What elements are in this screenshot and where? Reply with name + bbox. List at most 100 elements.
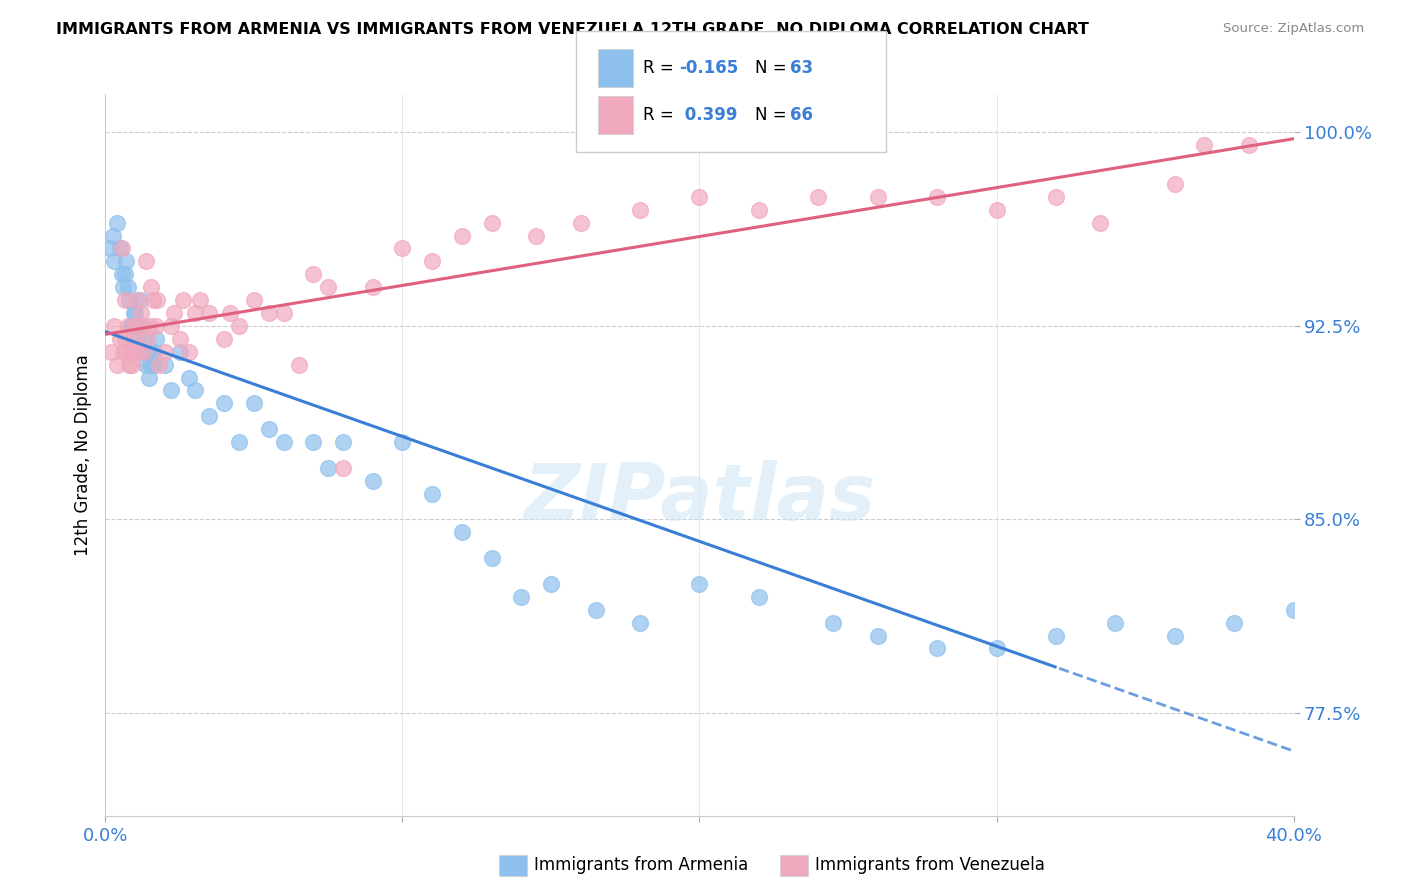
Point: [117, 318, 139, 333]
Point: [361, 474, 384, 488]
Point: [302, 268, 325, 282]
Point: [122, 306, 145, 320]
Text: R =: R =: [643, 59, 679, 77]
Point: [243, 396, 266, 410]
Point: [243, 293, 266, 307]
Point: [141, 344, 163, 359]
Point: [139, 358, 162, 372]
Point: [986, 641, 1008, 656]
Y-axis label: 12th Grade, No Diploma: 12th Grade, No Diploma: [73, 354, 91, 556]
Point: [129, 318, 152, 333]
Text: Source: ZipAtlas.com: Source: ZipAtlas.com: [1223, 22, 1364, 36]
Point: [120, 344, 142, 359]
Text: 63: 63: [790, 59, 813, 77]
Point: [420, 254, 443, 268]
Point: [316, 280, 339, 294]
Point: [125, 293, 148, 307]
Point: [120, 318, 142, 333]
Point: [866, 629, 889, 643]
Point: [136, 344, 159, 359]
Point: [127, 344, 149, 359]
Point: [125, 318, 148, 333]
Point: [132, 344, 155, 359]
Point: [121, 358, 143, 372]
Point: [131, 344, 153, 359]
Point: [420, 486, 443, 500]
Text: ZIPatlas: ZIPatlas: [523, 460, 876, 536]
Point: [1282, 603, 1305, 617]
Point: [748, 590, 770, 604]
Point: [524, 228, 547, 243]
Point: [510, 590, 533, 604]
Point: [450, 228, 472, 243]
Point: [569, 216, 592, 230]
Text: N =: N =: [755, 59, 792, 77]
Point: [112, 344, 135, 359]
Point: [132, 332, 155, 346]
Point: [198, 409, 221, 424]
Point: [214, 332, 236, 346]
Point: [142, 293, 165, 307]
Text: Immigrants from Venezuela: Immigrants from Venezuela: [815, 856, 1045, 874]
Point: [628, 202, 651, 217]
Point: [1194, 138, 1216, 153]
Point: [302, 435, 325, 450]
Point: [135, 254, 157, 268]
Point: [228, 435, 250, 450]
Point: [257, 422, 280, 436]
Point: [628, 615, 651, 630]
Point: [128, 293, 150, 307]
Point: [138, 370, 160, 384]
Point: [1237, 138, 1260, 153]
Point: [273, 306, 295, 320]
Point: [540, 577, 562, 591]
Point: [986, 202, 1008, 217]
Point: [143, 344, 166, 359]
Point: [183, 306, 205, 320]
Point: [115, 344, 138, 359]
Point: [112, 280, 135, 294]
Point: [807, 190, 830, 204]
Point: [103, 318, 125, 333]
Point: [927, 190, 949, 204]
Point: [153, 344, 176, 359]
Point: [145, 318, 167, 333]
Point: [273, 435, 295, 450]
Point: [823, 615, 845, 630]
Point: [585, 603, 607, 617]
Point: [1045, 190, 1067, 204]
Point: [105, 358, 128, 372]
Point: [198, 306, 221, 320]
Text: 66: 66: [790, 106, 813, 124]
Point: [139, 318, 162, 333]
Point: [142, 358, 165, 372]
Point: [127, 332, 149, 346]
Point: [129, 306, 152, 320]
Point: [145, 332, 167, 346]
Text: N =: N =: [755, 106, 792, 124]
Point: [153, 358, 176, 372]
Point: [136, 332, 159, 346]
Point: [190, 293, 212, 307]
Point: [1164, 629, 1187, 643]
Point: [1104, 615, 1126, 630]
Point: [177, 344, 200, 359]
Point: [111, 242, 134, 256]
Text: -0.165: -0.165: [679, 59, 738, 77]
Point: [98, 242, 121, 256]
Point: [159, 384, 181, 398]
Text: R =: R =: [643, 106, 679, 124]
Point: [361, 280, 384, 294]
Point: [391, 242, 413, 256]
Point: [115, 254, 138, 268]
Point: [1045, 629, 1067, 643]
Point: [124, 306, 146, 320]
Point: [866, 190, 889, 204]
Point: [257, 306, 280, 320]
Point: [117, 280, 139, 294]
Point: [114, 293, 136, 307]
Point: [100, 344, 122, 359]
Point: [689, 577, 711, 591]
Point: [163, 306, 186, 320]
Point: [110, 332, 132, 346]
